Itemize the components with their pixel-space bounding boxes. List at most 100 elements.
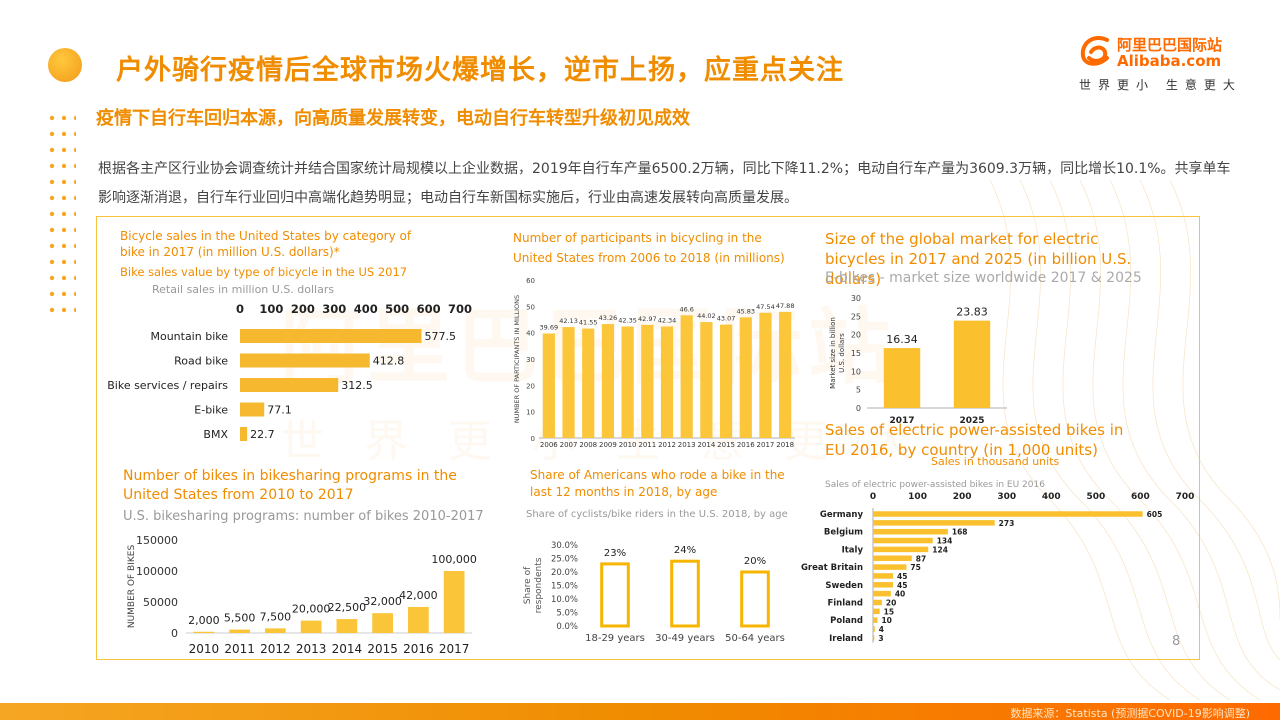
data-label: 16.34	[886, 333, 918, 346]
data-label: 23%	[604, 548, 626, 559]
chart-note: Sales of electric power-assisted bikes i…	[825, 480, 1045, 490]
category-label: Road bike	[174, 355, 228, 368]
tick-label: 20.0%	[551, 568, 578, 578]
chart-rode-bike-share: Share of Americans who rode a bike in th…	[523, 468, 788, 644]
category-label: 30-49 years	[655, 633, 715, 644]
bar	[873, 511, 1143, 517]
tick-label: 100000	[136, 565, 178, 578]
bar	[700, 322, 713, 438]
data-label: 3	[878, 634, 883, 643]
data-label: 273	[999, 519, 1015, 528]
bar	[193, 631, 215, 633]
tick-label: 600	[1131, 492, 1150, 502]
bar	[562, 327, 575, 438]
chart-title: Share of Americans who rode a bike in th…	[530, 468, 785, 482]
bar	[873, 520, 995, 526]
chart-title: Bicycle sales in the United States by ca…	[120, 229, 412, 243]
tick-label: 20	[526, 382, 535, 390]
chart-participants: Number of participants in bicycling in t…	[513, 231, 795, 449]
tick-label: 400	[1042, 492, 1061, 502]
tick-label: 200	[953, 492, 972, 502]
data-label: 22.7	[250, 428, 274, 441]
bar	[240, 427, 248, 441]
data-label: 577.5	[425, 330, 457, 343]
bar	[240, 402, 265, 417]
data-label: 22,500	[328, 601, 367, 614]
category-label: 2017	[757, 441, 775, 449]
category-label: 2008	[579, 441, 597, 449]
data-label: 40	[895, 590, 905, 599]
data-label: 168	[952, 528, 968, 537]
bar	[300, 620, 322, 633]
data-label: 87	[916, 554, 926, 563]
charts-frame	[96, 216, 1200, 660]
tick-label: 25.0%	[551, 555, 578, 565]
data-label: 47.88	[776, 302, 795, 310]
y-axis-label: NUMBER OF PARTICIPANTS IN MILLIONS	[513, 295, 521, 423]
data-label: 20	[886, 599, 896, 608]
data-label: 42.97	[638, 315, 657, 323]
tick-label: 15	[851, 349, 861, 358]
bar	[372, 613, 393, 633]
category-label: 2013	[296, 642, 327, 656]
bar	[670, 559, 700, 628]
category-label: 2011	[638, 441, 656, 449]
chart-title: bike in 2017 (in million U.S. dollars)*	[120, 245, 340, 259]
chart-title: Number of participants in bicycling in t…	[513, 231, 762, 245]
bar	[408, 606, 429, 633]
bar	[680, 315, 693, 438]
tick-label: 10	[526, 409, 535, 417]
category-label: 50-64 years	[725, 633, 785, 644]
watermark-slogan: 世界更小生意更大	[280, 416, 952, 467]
chart-bikesharing: Number of bikes in bikesharing programs …	[123, 468, 484, 656]
alibaba-logo[interactable]: 阿里巴巴国际站 Alibaba.com 世界更小 生意更大	[1075, 30, 1250, 100]
bar	[740, 570, 770, 628]
tick-label: 60	[526, 277, 535, 285]
tick-label: 700	[448, 302, 472, 316]
data-label: 605	[1147, 510, 1163, 519]
bar	[883, 348, 921, 408]
footer-bar	[0, 703, 1280, 720]
chart-subtitle: Bike sales value by type of bicycle in t…	[120, 265, 407, 279]
decorative-contour-lines	[989, 180, 1280, 700]
bar	[873, 635, 875, 641]
bar	[229, 629, 250, 633]
data-label: 42.13	[559, 317, 578, 325]
chart-title: last 12 months in 2018, by age	[530, 485, 717, 499]
category-label: 18-29 years	[585, 633, 645, 644]
bar	[240, 329, 422, 343]
category-label: 2006	[540, 441, 558, 449]
data-label: 20%	[744, 556, 766, 567]
tick-label: 10	[851, 367, 861, 376]
tick-label: 20	[851, 331, 861, 340]
logo-slogan: 世界更小 生意更大	[1079, 78, 1242, 92]
tick-label: 300	[997, 492, 1016, 502]
tick-label: 0	[856, 404, 861, 413]
category-label: 2017	[889, 416, 914, 426]
bar	[582, 328, 595, 438]
tick-label: 0	[870, 492, 876, 502]
title-bullet-icon	[48, 48, 82, 82]
category-label: 2010	[619, 441, 637, 449]
chart-title: Size of the global market for electric	[825, 230, 1098, 248]
bar	[873, 582, 894, 588]
bar	[873, 573, 894, 579]
tick-label: 10.0%	[551, 595, 578, 605]
category-label: 2011	[224, 642, 255, 656]
bar	[873, 537, 933, 544]
bar	[873, 626, 875, 632]
category-label: E-bike	[194, 404, 228, 417]
tick-label: 40	[526, 330, 535, 338]
data-label: 2,000	[188, 614, 220, 627]
tick-label: 0.0%	[556, 622, 578, 632]
data-label: 44.02	[697, 312, 716, 320]
chart-title: United States from 2006 to 2018 (in mill…	[513, 251, 785, 265]
data-label: 20,000	[292, 603, 331, 616]
chart-subtitle: U.S. bikesharing programs: number of bik…	[123, 509, 484, 524]
tick-label: 5	[856, 386, 861, 395]
data-label: 5,500	[224, 612, 256, 625]
tick-label: 0	[171, 627, 178, 640]
logo-name-cn: 阿里巴巴国际站	[1117, 36, 1223, 54]
category-label: 2012	[260, 642, 291, 656]
page-number: 8	[1172, 634, 1181, 649]
